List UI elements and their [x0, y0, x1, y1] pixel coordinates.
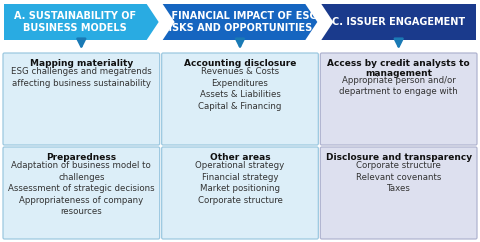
Text: ESG challenges and megatrends
affecting business sustainability: ESG challenges and megatrends affecting …: [11, 68, 152, 88]
FancyBboxPatch shape: [162, 53, 318, 145]
Text: Corporate structure
Relevant covenants
Taxes: Corporate structure Relevant covenants T…: [356, 161, 441, 193]
FancyBboxPatch shape: [3, 147, 160, 239]
Text: A. SUSTAINABILITY OF
BUSINESS MODELS: A. SUSTAINABILITY OF BUSINESS MODELS: [14, 11, 136, 33]
Polygon shape: [4, 4, 159, 40]
Text: Operational strategy
Financial strategy
Market positioning
Corporate structure: Operational strategy Financial strategy …: [195, 161, 285, 205]
Text: B. FINANCIAL IMPACT OF ESG
RISKS AND OPPORTUNITIES: B. FINANCIAL IMPACT OF ESG RISKS AND OPP…: [157, 11, 317, 33]
Text: Mapping materiality: Mapping materiality: [30, 59, 133, 68]
Text: Accounting disclosure: Accounting disclosure: [184, 59, 296, 68]
FancyBboxPatch shape: [320, 147, 477, 239]
Text: Other areas: Other areas: [210, 153, 270, 162]
Text: C. ISSUER ENGAGEMENT: C. ISSUER ENGAGEMENT: [332, 17, 465, 27]
Text: Adaptation of business model to
challenges
Assessment of strategic decisions
App: Adaptation of business model to challeng…: [8, 161, 155, 216]
Text: Access by credit analysts to
management: Access by credit analysts to management: [327, 59, 470, 78]
FancyBboxPatch shape: [3, 53, 160, 145]
Text: Preparedness: Preparedness: [46, 153, 116, 162]
FancyBboxPatch shape: [320, 53, 477, 145]
Text: Appropriate person and/or
department to engage with: Appropriate person and/or department to …: [339, 76, 458, 97]
Polygon shape: [163, 4, 317, 40]
Polygon shape: [321, 4, 476, 40]
Text: Disclosure and transparency: Disclosure and transparency: [325, 153, 472, 162]
Text: Revenues & Costs
Expenditures
Assets & Liabilities
Capital & Financing: Revenues & Costs Expenditures Assets & L…: [198, 68, 282, 111]
FancyBboxPatch shape: [162, 147, 318, 239]
